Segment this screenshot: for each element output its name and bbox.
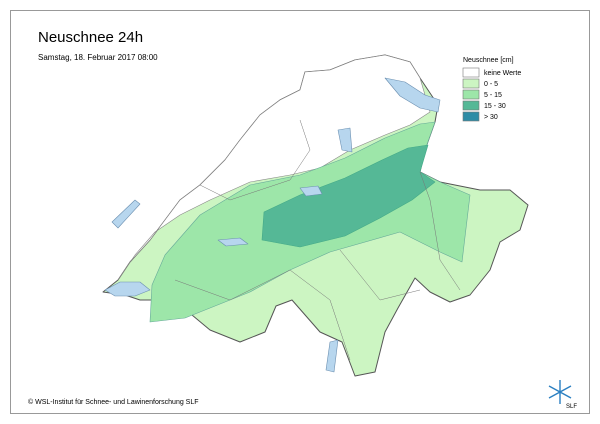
legend-swatch: [462, 67, 480, 78]
map: [102, 54, 529, 377]
border: [174, 269, 351, 361]
border: [339, 249, 421, 301]
legend-label: > 30: [484, 114, 498, 121]
map-title: Neuschnee 24h: [38, 29, 143, 46]
legend-label: 0 - 5: [484, 81, 498, 88]
logo-text: SLF: [566, 404, 577, 410]
legend-label: 5 - 15: [484, 92, 502, 99]
lake: [337, 127, 353, 153]
border: [199, 119, 311, 201]
legend-swatch: [462, 100, 480, 111]
legend-swatch: [462, 89, 480, 100]
lake: [384, 77, 441, 113]
lake: [299, 185, 323, 197]
copyright: © WSL-Institut für Schnee- und Lawinenfo…: [28, 398, 199, 406]
lake: [325, 339, 339, 373]
lake: [217, 237, 249, 247]
legend-label: keine Werte: [484, 70, 521, 77]
legend-swatch: [462, 111, 480, 122]
logo-flake: [548, 380, 572, 404]
legend-swatch: [462, 78, 480, 89]
legend-title: Neuschnee [cm]: [463, 57, 514, 64]
legend-label: 15 - 30: [484, 103, 506, 110]
lake: [104, 281, 151, 297]
border: [419, 171, 461, 291]
region: [117, 54, 431, 281]
lake: [111, 199, 141, 229]
legend: Neuschnee [cm] keine Werte 0 - 5 5 - 15 15 …: [462, 57, 521, 122]
lakes: [104, 77, 441, 373]
logo: SLF: [548, 380, 577, 410]
map-subtitle: Samstag, 18. Februar 2017 08:00: [38, 53, 158, 62]
borders: [174, 119, 461, 361]
